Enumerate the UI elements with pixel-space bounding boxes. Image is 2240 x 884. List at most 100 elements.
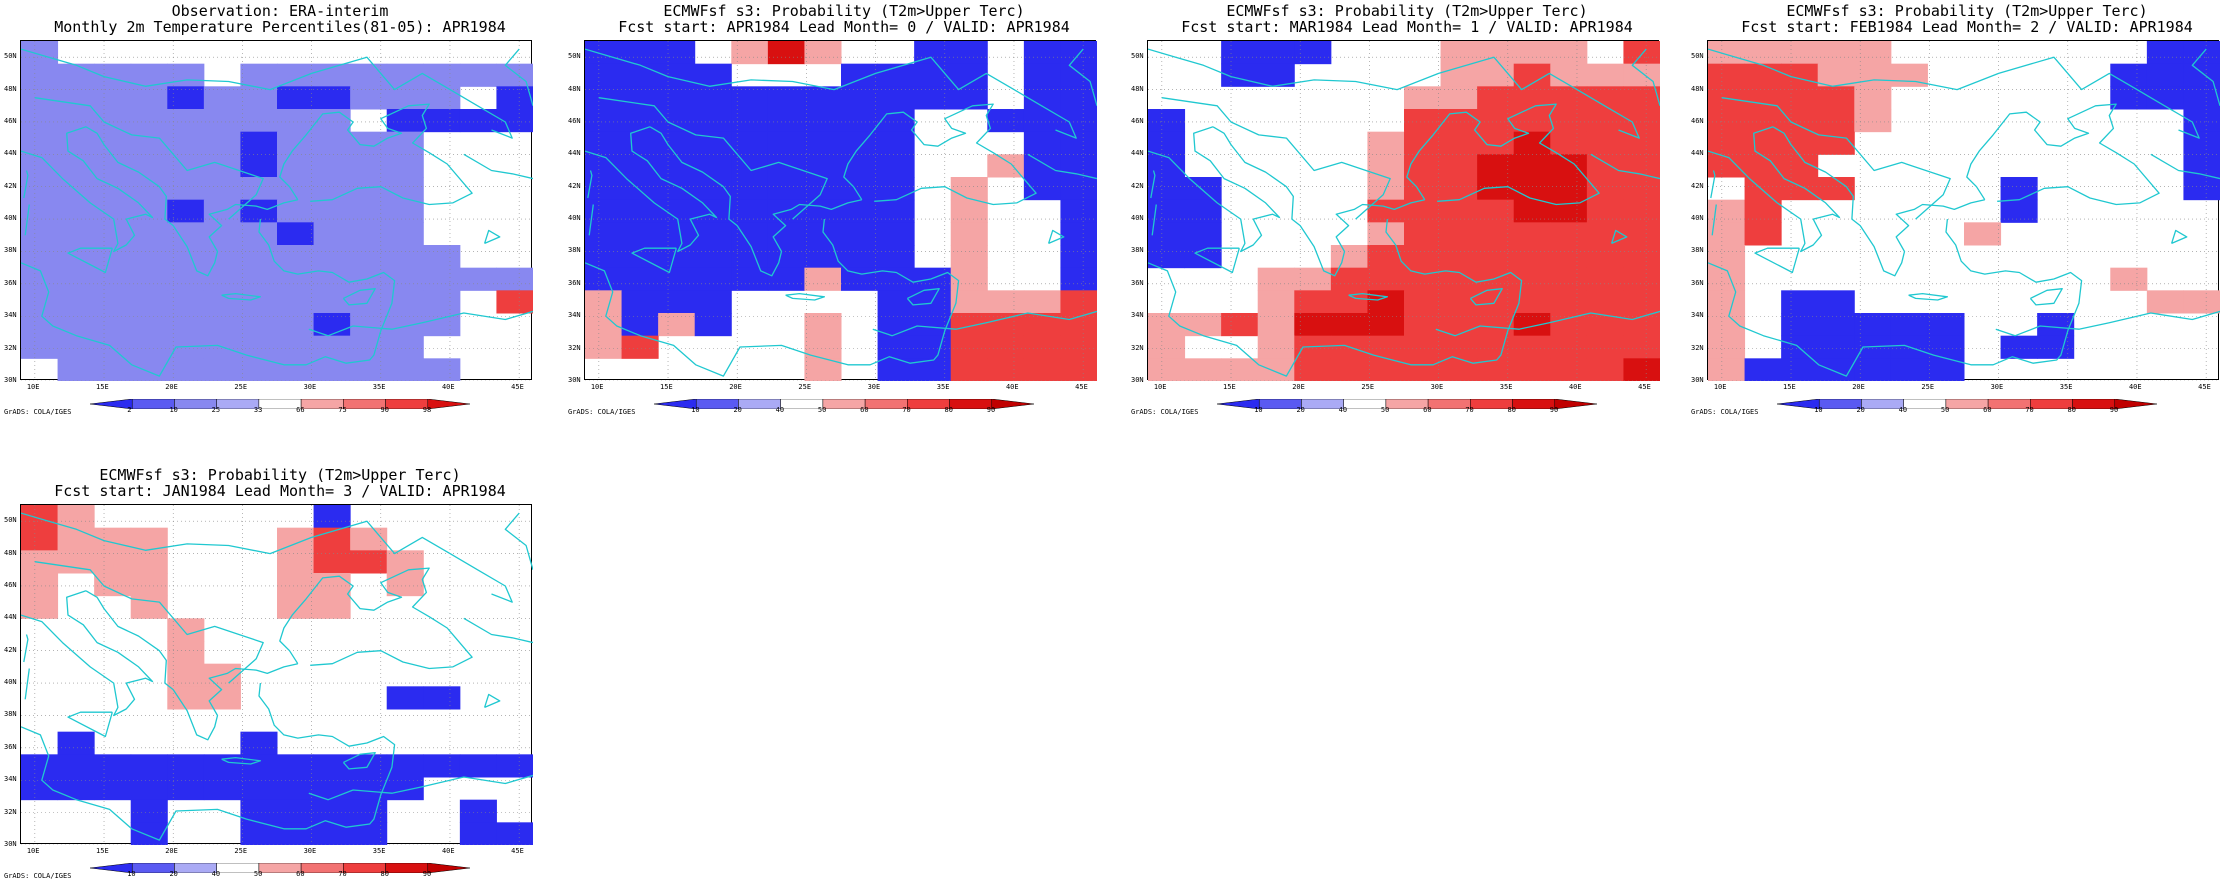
grid-cell xyxy=(203,358,241,381)
grid-cell xyxy=(1744,41,1782,65)
coastline xyxy=(342,288,376,306)
colorbar-swatch xyxy=(174,862,217,874)
grid-cell xyxy=(57,527,95,551)
grid-cell xyxy=(240,799,278,823)
grads-credit: GrADS: COLA/IGES xyxy=(4,872,72,880)
grid-cell xyxy=(841,109,879,133)
colorbar-label: 90 xyxy=(986,406,996,414)
grid-cell xyxy=(694,199,732,223)
grid-cell xyxy=(1257,267,1295,291)
coastline xyxy=(85,590,298,741)
grid-cell xyxy=(658,290,696,314)
coastline xyxy=(221,756,262,765)
grid-cell xyxy=(987,290,1025,314)
grid-cell xyxy=(1404,131,1442,155)
colorbar-swatch xyxy=(300,398,344,410)
grid-cell xyxy=(1817,177,1855,201)
grid-cell xyxy=(1927,313,1965,337)
colorbar-label: 10 xyxy=(127,870,136,878)
grid-cell xyxy=(1817,109,1855,133)
lat-tick-label: 40N xyxy=(4,678,17,687)
grid-cell xyxy=(731,86,769,110)
panel-subtitle: Fcst start: JAN1984 Lead Month= 3 / VALI… xyxy=(54,482,506,500)
grid-cell xyxy=(694,63,732,87)
grid-cell xyxy=(1023,154,1061,178)
lon-tick-label: 40E xyxy=(1005,383,1019,391)
grid-cell xyxy=(804,245,842,269)
colorbar-swatch xyxy=(216,862,260,874)
grid-cell xyxy=(57,505,95,529)
grid-cell xyxy=(841,86,879,110)
grid-cell xyxy=(94,313,132,337)
grid-cell xyxy=(1550,86,1588,110)
grid-cell xyxy=(496,86,533,110)
grid-cell xyxy=(1708,313,1746,337)
grid-cell xyxy=(1708,267,1746,291)
panel-subtitle: Fcst start: FEB1984 Lead Month= 2 / VALI… xyxy=(1741,18,2193,36)
grid-cell xyxy=(1477,358,1515,381)
lat-tick-label: 32N xyxy=(568,343,581,352)
lat-tick-label: 42N xyxy=(1131,181,1144,190)
grads-credit: GrADS: COLA/IGES xyxy=(4,408,72,416)
coastline xyxy=(1772,126,1985,277)
grid-cell xyxy=(459,109,497,133)
grid-cell xyxy=(1477,177,1515,201)
grid-cell xyxy=(423,86,461,110)
grid-cell xyxy=(21,313,59,337)
grid-cell xyxy=(1513,109,1551,133)
grid-cell xyxy=(585,222,623,246)
grid-cell xyxy=(277,154,315,178)
grid-cell xyxy=(658,313,696,337)
lon-tick-label: 40E xyxy=(2128,383,2142,391)
grid-cell xyxy=(21,154,59,178)
coastline xyxy=(1068,48,1097,106)
coastline xyxy=(1721,97,1951,220)
lat-tick-label: 32N xyxy=(1131,343,1144,352)
coastline xyxy=(308,774,533,801)
grid-cell xyxy=(240,754,278,778)
grid-cell xyxy=(1890,313,1928,337)
grid-cell xyxy=(130,550,168,574)
coastline xyxy=(1161,97,1391,220)
grid-cell xyxy=(57,777,95,801)
colorbar-label: 40 xyxy=(1898,406,1908,414)
map-plot xyxy=(1147,40,1660,381)
colorbar-swatch xyxy=(1554,398,1598,410)
panel-subtitle: Fcst start: APR1984 Lead Month= 0 / VALI… xyxy=(618,18,1070,36)
colorbar-swatch xyxy=(300,862,344,874)
grid-cell xyxy=(277,573,315,597)
grid-cell xyxy=(57,358,95,381)
map-panel: ECMWFsf s3: Probability (T2m>Upper Terc)… xyxy=(1131,0,1683,420)
grid-cell xyxy=(2183,154,2220,178)
grid-cell xyxy=(585,41,623,65)
grid-cell xyxy=(1708,154,1746,178)
grid-cell xyxy=(1023,290,1061,314)
lat-tick-label: 38N xyxy=(4,710,17,719)
colorbar-label: 2 xyxy=(127,406,132,414)
grid-cell xyxy=(313,86,351,110)
colorbar-swatch xyxy=(216,398,260,410)
lat-tick-label: 42N xyxy=(1691,181,1704,190)
grid-cell xyxy=(914,290,952,314)
grid-cell xyxy=(130,777,168,801)
grid-cell xyxy=(1708,41,1746,65)
coastline xyxy=(24,668,30,700)
grid-cell xyxy=(1330,245,1368,269)
grid-cell xyxy=(1854,109,1892,133)
grid-cell xyxy=(1367,313,1405,337)
grid-cell xyxy=(167,154,205,178)
grid-cell xyxy=(1367,154,1405,178)
grid-cell xyxy=(585,245,623,269)
coastline xyxy=(1348,292,1389,301)
grid-cell xyxy=(386,754,424,778)
colorbar-swatch xyxy=(864,398,908,410)
coastline xyxy=(1435,310,1660,337)
grid-cell xyxy=(877,267,915,291)
grid-cell xyxy=(1477,222,1515,246)
grid-cell xyxy=(1184,313,1222,337)
lat-tick-label: 40N xyxy=(4,214,17,223)
coastline xyxy=(843,103,1037,206)
grid-cell xyxy=(914,41,952,65)
colorbar-label: 10 xyxy=(691,406,700,414)
colorbar-swatch xyxy=(89,862,133,874)
